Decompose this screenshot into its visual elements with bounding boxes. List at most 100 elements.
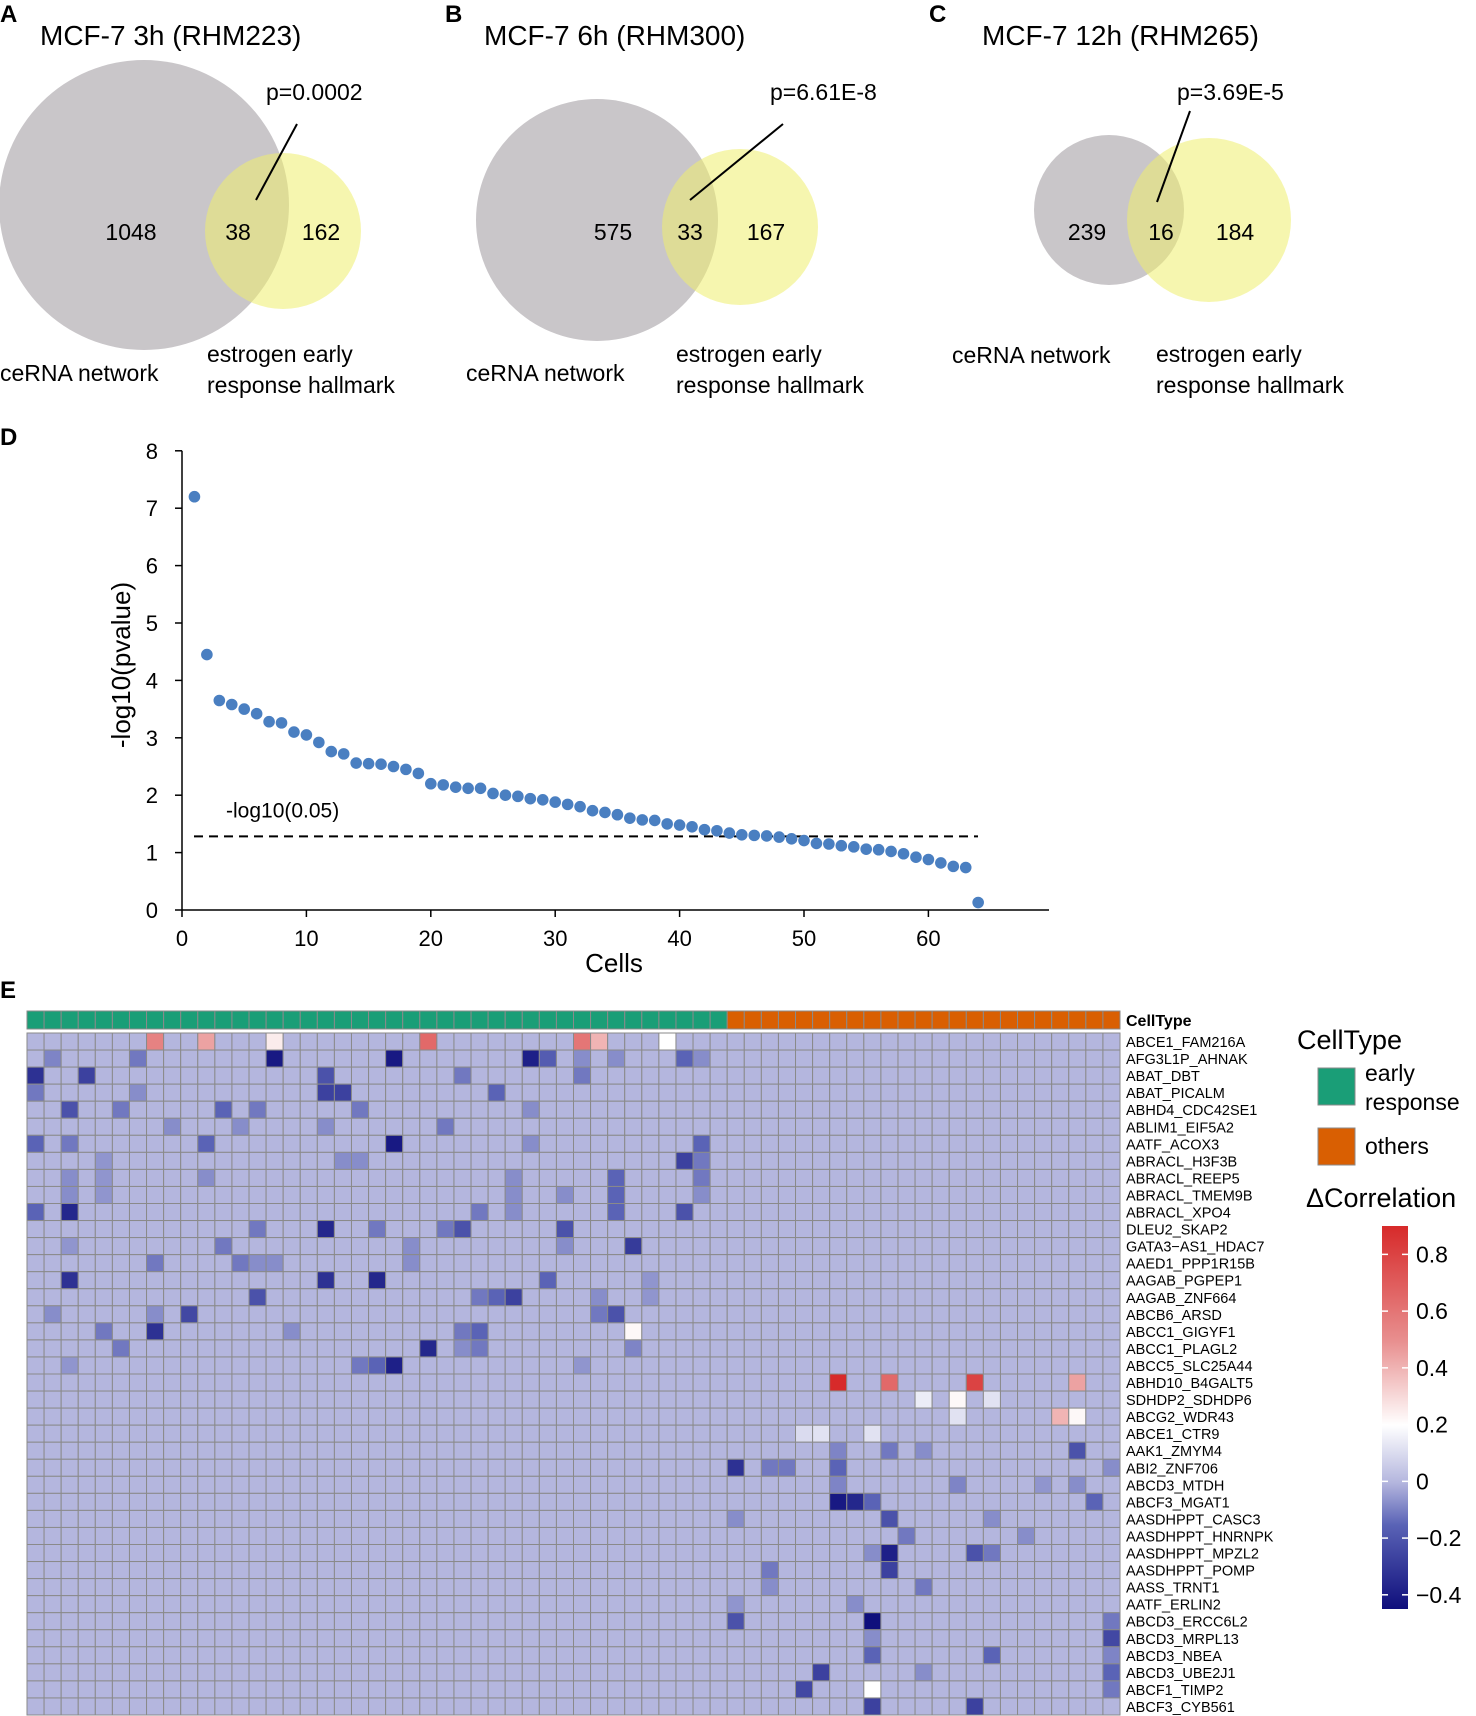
heatmap-cell <box>914 1083 933 1102</box>
venn-c-left-label: ceRNA network <box>952 342 1111 368</box>
heatmap-cell <box>436 1339 455 1358</box>
heatmap-cell <box>863 1356 882 1375</box>
heatmap-cell <box>299 1049 318 1068</box>
heatmap-cell <box>94 1356 113 1375</box>
heatmap-cell <box>368 1100 387 1119</box>
heatmap-cell <box>658 1578 677 1597</box>
heatmap-cell <box>624 1612 643 1631</box>
heatmap-cell <box>368 1117 387 1136</box>
heatmap-cell <box>675 1663 694 1682</box>
heatmap-cell <box>1085 1339 1104 1358</box>
heatmap-cell <box>743 1305 762 1324</box>
heatmap-row-label: AAGAB_PGPEP1 <box>1126 1274 1242 1290</box>
heatmap-cell <box>897 1271 916 1290</box>
scatter-point <box>350 757 362 769</box>
heatmap-cell <box>931 1578 950 1597</box>
heatmap-cell <box>624 1356 643 1375</box>
heatmap-cell <box>333 1066 352 1085</box>
heatmap-cell <box>829 1271 848 1290</box>
heatmap-cell <box>111 1203 130 1222</box>
heatmap-cell <box>777 1220 797 1239</box>
heatmap-cell <box>402 1237 421 1256</box>
heatmap-cell <box>436 1168 455 1187</box>
heatmap-cell <box>1051 1168 1070 1187</box>
heatmap-cell <box>77 1117 96 1136</box>
heatmap-cell <box>538 1578 557 1597</box>
heatmap-cell <box>248 1492 267 1511</box>
heatmap-cell <box>555 1424 574 1443</box>
heatmap-cell <box>829 1117 848 1136</box>
heatmap-cell <box>470 1220 489 1239</box>
heatmap-cell <box>777 1680 797 1699</box>
heatmap-cell <box>931 1441 950 1460</box>
heatmap-cell <box>111 1117 130 1136</box>
heatmap-cell <box>726 1271 745 1290</box>
heatmap-cell <box>692 1509 711 1528</box>
heatmap-cell <box>385 1629 404 1648</box>
heatmap-cell <box>453 1680 472 1699</box>
heatmap-cell <box>470 1646 489 1665</box>
heatmap-cell <box>436 1185 455 1204</box>
scatter-point <box>536 793 549 806</box>
heatmap-cell <box>931 1680 950 1699</box>
legend-celltype-title: CellType <box>1297 1025 1402 1055</box>
heatmap-cell <box>1068 1561 1087 1580</box>
heatmap-cell <box>1017 1407 1036 1426</box>
heatmap-cell <box>299 1032 318 1051</box>
heatmap-cell <box>641 1561 660 1580</box>
heatmap-cell <box>590 1373 609 1392</box>
heatmap-cell <box>914 1032 933 1051</box>
heatmap-cell <box>231 1032 250 1051</box>
heatmap-cell <box>316 1032 335 1051</box>
heatmap-cell <box>504 1322 523 1341</box>
heatmap-cell <box>538 1032 557 1051</box>
heatmap-cell <box>470 1526 489 1545</box>
heatmap-cell <box>709 1032 728 1051</box>
heatmap-cell <box>1102 1066 1121 1085</box>
heatmap-cell <box>385 1390 404 1409</box>
heatmap-cell <box>1085 1407 1104 1426</box>
heatmap-cell <box>248 1646 267 1665</box>
celltype-others-cell <box>1102 1010 1121 1030</box>
heatmap-cell <box>385 1066 404 1085</box>
scatter-point <box>549 796 561 808</box>
heatmap-cell <box>180 1629 199 1648</box>
heatmap-cell <box>316 1151 335 1170</box>
heatmap-cell <box>624 1100 643 1119</box>
scatter-point <box>611 808 624 821</box>
heatmap-cell <box>94 1475 113 1494</box>
heatmap-cell <box>692 1322 711 1341</box>
heatmap-cell <box>658 1646 677 1665</box>
heatmap-cell <box>128 1561 148 1580</box>
heatmap-cell <box>282 1117 301 1136</box>
heatmap-cell <box>709 1578 728 1597</box>
panel-c: C MCF-7 12h (RHM265) p=3.69E-5 239 16 18… <box>929 1 1344 398</box>
heatmap-cell <box>829 1390 848 1409</box>
heatmap-cell <box>914 1663 933 1682</box>
heatmap-cell <box>470 1032 489 1051</box>
heatmap-cell <box>573 1254 592 1273</box>
heatmap-cell <box>897 1288 916 1307</box>
heatmap-cell <box>333 1458 352 1477</box>
heatmap-cell <box>897 1544 916 1563</box>
heatmap-cell <box>1017 1254 1036 1273</box>
heatmap-row-label: ABCC5_SLC25A44 <box>1126 1359 1253 1375</box>
heatmap-cell <box>658 1441 677 1460</box>
heatmap-cell <box>504 1697 523 1716</box>
heatmap-cell <box>487 1441 506 1460</box>
heatmap-cell <box>453 1595 472 1614</box>
heatmap-cell <box>146 1492 165 1511</box>
heatmap-cell <box>846 1271 865 1290</box>
heatmap-cell <box>146 1544 165 1563</box>
heatmap-cell <box>1034 1032 1053 1051</box>
heatmap-cell <box>316 1424 335 1443</box>
heatmap-cell <box>795 1475 814 1494</box>
heatmap-cell <box>1068 1203 1087 1222</box>
heatmap-cell <box>385 1697 404 1716</box>
heatmap-cell <box>111 1595 130 1614</box>
heatmap-cell <box>385 1220 404 1239</box>
heatmap-cell <box>60 1066 79 1085</box>
heatmap-cell <box>350 1629 370 1648</box>
heatmap-cell <box>419 1168 438 1187</box>
heatmap-cell <box>846 1578 865 1597</box>
